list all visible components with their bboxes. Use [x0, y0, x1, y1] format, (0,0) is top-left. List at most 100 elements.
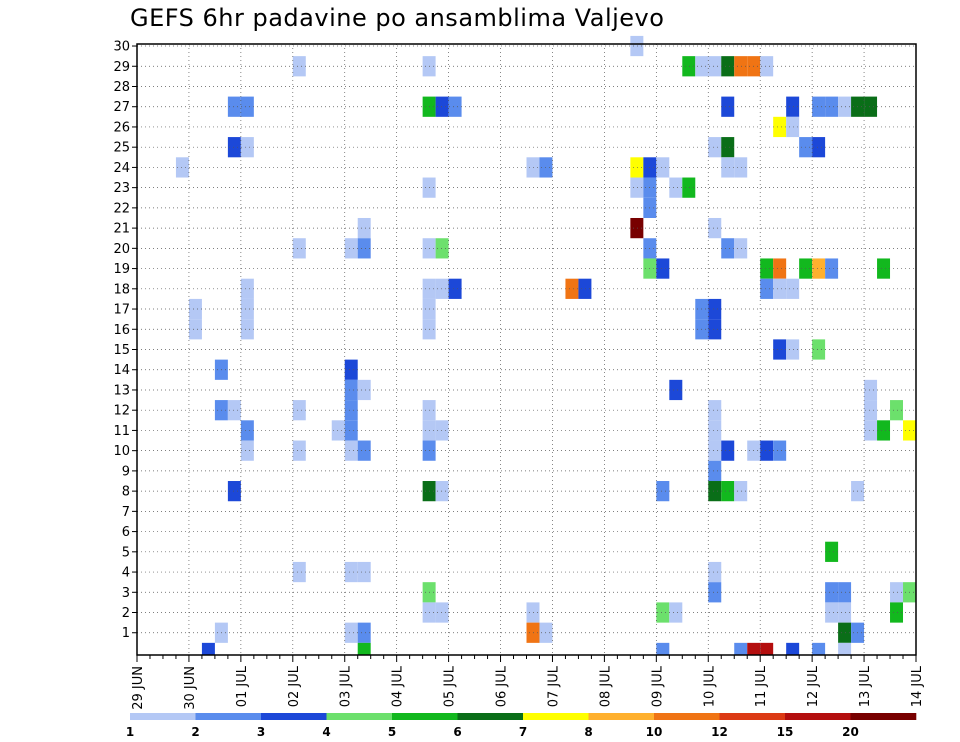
- heatmap-cell: [734, 157, 748, 178]
- heatmap-cell: [721, 56, 735, 77]
- x-tick-label: 10 JUL: [702, 665, 717, 707]
- y-tick-label: 16: [113, 323, 130, 338]
- y-tick-label: 19: [113, 262, 130, 277]
- heatmap-cell: [682, 177, 696, 198]
- heatmap-cell: [656, 258, 670, 279]
- heatmap-cell: [435, 96, 449, 117]
- heatmap-cell: [708, 460, 722, 481]
- x-tick-label: 29 JUN: [131, 666, 146, 710]
- heatmap-cell: [188, 319, 202, 340]
- heatmap-cell: [786, 339, 800, 360]
- heatmap-cell: [773, 278, 787, 299]
- heatmap-cell: [565, 278, 579, 299]
- heatmap-cell: [721, 137, 735, 158]
- heatmap-cell: [890, 400, 904, 421]
- heatmap-cell: [669, 602, 683, 623]
- heatmap-cell: [292, 561, 306, 583]
- heatmap-cell: [812, 96, 826, 117]
- heatmap-cell: [864, 400, 878, 421]
- heatmap-cell: [240, 420, 254, 441]
- colorbar-label: 12: [711, 725, 728, 739]
- heatmap-cell: [721, 157, 735, 178]
- heatmap-cell: [708, 137, 722, 158]
- y-tick-label: 11: [113, 424, 130, 439]
- heatmap-cell: [682, 56, 696, 77]
- colorbar-swatch: [588, 713, 655, 720]
- heatmap-cell: [656, 602, 670, 623]
- heatmap-cell: [708, 440, 722, 461]
- heatmap-cell: [669, 177, 683, 198]
- heatmap-cell: [864, 379, 878, 401]
- heatmap-cell: [240, 137, 254, 158]
- heatmap-cell: [721, 481, 735, 502]
- heatmap-cell: [669, 379, 683, 401]
- heatmap-cell: [812, 642, 826, 655]
- x-tick-label: 05 JUL: [443, 665, 458, 707]
- heatmap-cell: [708, 420, 722, 441]
- y-tick-label: 3: [122, 586, 130, 601]
- heatmap-cell: [526, 602, 540, 623]
- heatmap-cell: [344, 238, 358, 259]
- heatmap-cell: [656, 157, 670, 178]
- y-tick-label: 4: [122, 566, 130, 581]
- heatmap-cell: [448, 96, 462, 117]
- heatmap-cell: [838, 622, 852, 643]
- heatmap-cell: [838, 602, 852, 623]
- y-tick-label: 26: [113, 120, 130, 135]
- heatmap-cell: [838, 642, 852, 655]
- y-axis: 1234567891011121314151617181920212223242…: [113, 40, 137, 641]
- y-tick-label: 15: [113, 343, 130, 358]
- colorbar-label: 20: [842, 725, 859, 739]
- heatmap-cell: [331, 420, 345, 441]
- heatmap-cell: [786, 278, 800, 299]
- y-tick-label: 29: [113, 60, 130, 75]
- heatmap-cell: [344, 622, 358, 643]
- heatmap-cells: [175, 35, 916, 655]
- colorbar-swatch: [719, 713, 786, 720]
- heatmap-cell: [227, 400, 241, 421]
- heatmap-cell: [747, 642, 761, 655]
- heatmap-cell: [838, 582, 852, 603]
- heatmap-cell: [526, 157, 540, 178]
- heatmap-cell: [734, 642, 748, 655]
- y-tick-label: 13: [113, 383, 130, 398]
- heatmap-cell: [864, 420, 878, 441]
- heatmap-cell: [773, 339, 787, 360]
- colorbar-swatch: [654, 713, 720, 720]
- heatmap-cell: [812, 137, 826, 158]
- x-tick-label: 11 JUL: [754, 665, 769, 707]
- colorbar-label: 7: [519, 725, 527, 739]
- heatmap-cell: [227, 481, 241, 502]
- heatmap-cell: [201, 642, 215, 655]
- heatmap-cell: [292, 56, 306, 77]
- heatmap-cell: [721, 440, 735, 461]
- heatmap-cell: [357, 642, 371, 655]
- colorbar-swatch: [261, 713, 327, 720]
- heatmap-cell: [812, 339, 826, 360]
- y-tick-label: 12: [113, 404, 130, 419]
- heatmap-cell: [344, 420, 358, 441]
- heatmap-cell: [708, 319, 722, 340]
- heatmap-cell: [721, 96, 735, 117]
- heatmap-cell: [448, 278, 462, 299]
- heatmap-cell: [227, 137, 241, 158]
- y-tick-label: 2: [122, 606, 130, 621]
- colorbar-legend: 1 2 3 4 5 6 7 8 10 12 15 20: [126, 713, 917, 739]
- heatmap-cell: [292, 238, 306, 259]
- heatmap-cell: [734, 238, 748, 259]
- y-tick-label: 24: [113, 161, 130, 176]
- y-tick-label: 9: [122, 464, 130, 479]
- heatmap-cell: [760, 278, 774, 299]
- x-tick-label: 09 JUL: [650, 665, 665, 707]
- x-tick-label: 14 JUL: [910, 665, 925, 707]
- y-tick-label: 23: [113, 181, 130, 196]
- heatmap-cell: [760, 440, 774, 461]
- colorbar-label: 1: [126, 725, 134, 739]
- heatmap-cell: [240, 278, 254, 299]
- heatmap-cell: [240, 298, 254, 320]
- heatmap-cell: [890, 582, 904, 603]
- heatmap-cell: [812, 258, 826, 279]
- heatmap-cell: [825, 602, 839, 623]
- heatmap-cell: [435, 481, 449, 502]
- x-tick-label: 03 JUL: [339, 665, 354, 707]
